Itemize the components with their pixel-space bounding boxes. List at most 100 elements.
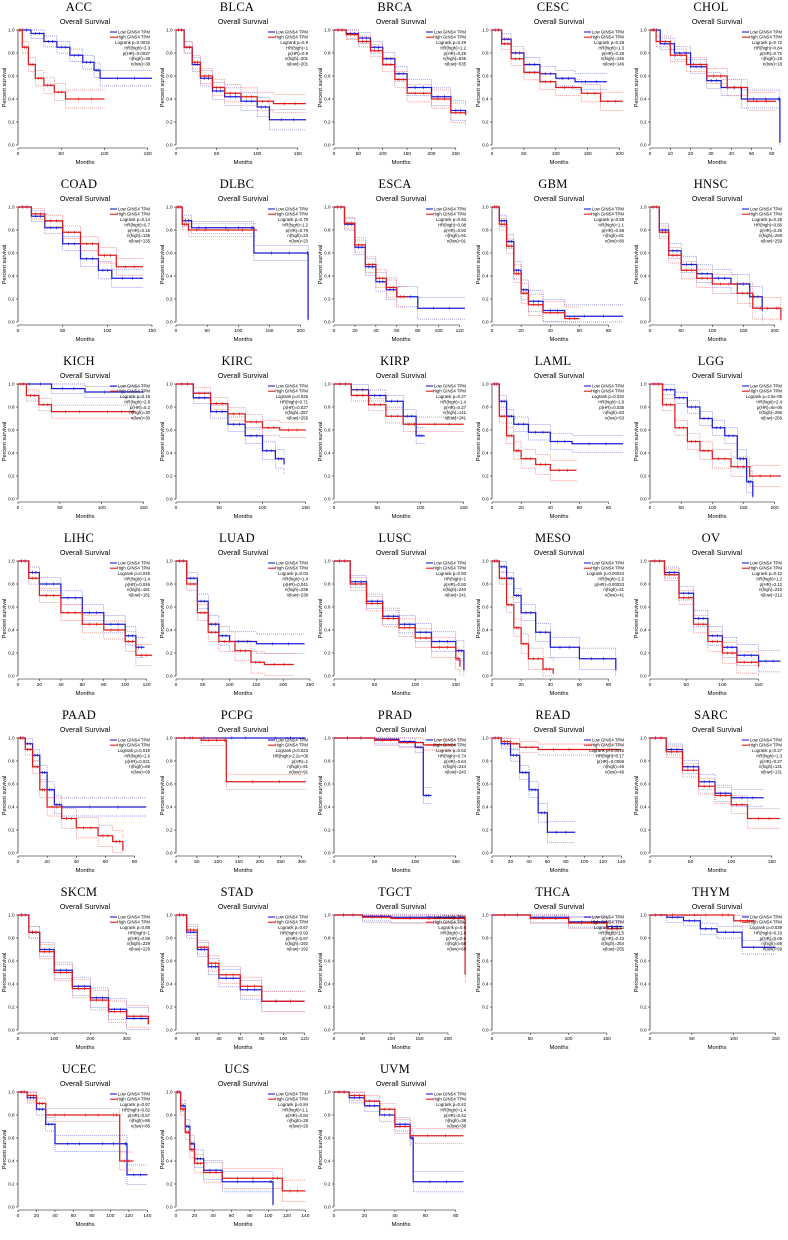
stat-line: n(low)=256 [287,416,309,421]
stat-line: Logrank p=0.14 [120,217,151,222]
y-tick-label: 1.0 [482,913,489,918]
x-axis-label: Months [75,514,94,520]
x-tick-label: 150 [768,859,776,865]
y-tick-label: 0.4 [482,451,489,456]
y-tick-label: 0.0 [166,851,173,856]
x-axis-label: Months [391,514,410,520]
km-plot: Overall Survival 0.0 0.2 0.4 0.6 0.8 1.0 Percen… [476,194,625,343]
y-tick-label: 0.6 [8,74,15,79]
x-axis-label: Months [391,691,410,697]
stat-line: n(low)=91 [289,770,309,775]
y-tick-label: 0.8 [640,759,647,764]
x-axis-label: Months [549,160,568,166]
cancer-type-title: LIHC [63,531,95,545]
low-survival-curve [334,383,425,437]
km-plot: Overall Survival 0.0 0.2 0.4 0.6 0.8 1.0 Percen… [2,902,151,1051]
x-tick-label: 120 [143,682,151,688]
plot-subtitle: Overall Survival [60,17,111,26]
stat-line: p(HR)=0.79 [286,228,309,233]
x-tick-label: 80 [132,859,138,865]
y-axis-label: Percent survival [160,776,166,816]
high-survival-curve [18,206,144,268]
km-plot: Overall Survival 0.0 0.2 0.4 0.6 0.8 1.0 Percen… [2,1079,152,1228]
x-tick-label: 60 [394,328,400,334]
y-tick-label: 0.8 [8,582,15,587]
cancer-type-title: LUSC [378,531,412,545]
x-tick-label: 150 [302,505,310,511]
x-tick-label: 150 [584,151,592,157]
x-tick-label: 200 [616,151,624,157]
stat-line: Logrank p=0.57 [120,1102,151,1107]
cancer-type-title: PAAD [61,708,97,722]
plot-subtitle: Overall Survival [376,17,427,26]
stat-line: n(high)=46 [603,764,624,769]
y-tick-label: 0.4 [482,805,489,810]
y-tick-label: 0.2 [640,1005,647,1010]
y-tick-label: 0.2 [640,651,647,656]
y-tick-label: 0.0 [324,1205,331,1210]
low-ci-lower [176,383,285,475]
stat-line: p(HR)=0.6 [446,936,467,941]
km-panel-gbm: GBM Overall Survival 0.0 0.2 0.4 0.6 0.8 1.0 Per… [474,177,632,354]
x-tick-label: 60 [71,1213,77,1219]
stat-line: HR(high)=0.93 [280,930,309,935]
y-tick-label: 0.0 [166,674,173,679]
stat-line: HR(high)=1.1 [282,1107,308,1112]
stat-line: n(high)=535 [443,56,467,61]
y-axis-label: Percent survival [634,599,640,639]
x-tick-label: 0 [333,328,336,334]
legend-low-label: Low GINS4 TPM [434,914,467,919]
x-tick-label: 50 [521,151,527,157]
x-tick-label: 200 [771,328,779,334]
stat-line: n(high)=38 [129,56,150,61]
y-tick-label: 0.2 [640,120,647,125]
x-axis-label: Months [391,337,410,343]
y-tick-label: 0.4 [324,97,331,102]
x-tick-label: 50 [688,859,694,865]
stat-line: n(high)=181 [127,587,151,592]
km-panel-ucs: UCS Overall Survival 0.0 0.2 0.4 0.6 0.8 1.0 Per… [158,1062,316,1239]
stat-line: Logrank p=0.42 [594,925,625,930]
km-panel-kirp: KIRP Overall Survival 0.0 0.2 0.4 0.6 0.8 1.0 Pe… [316,354,474,531]
y-tick-label: 1.0 [640,559,647,564]
x-tick-label: 0 [333,1213,336,1219]
stat-line: n(low)=28 [289,1124,309,1129]
stat-line: Logrank p=0.62 [436,748,467,753]
stat-line: HR(high)=0.19 [754,930,783,935]
x-tick-label: 0 [17,151,20,157]
plot-subtitle: Overall Survival [376,902,427,911]
y-tick-label: 0.0 [640,497,647,502]
x-tick-label: 0 [649,328,652,334]
y-tick-label: 0.4 [166,97,173,102]
legend-high-label: High GINS4 TPM [591,920,625,925]
y-axis-label: Percent survival [2,1130,8,1170]
stat-line: Logrank p=0.72 [752,40,783,45]
stat-line: n(low)=255 [603,947,625,952]
y-tick-label: 0.2 [482,828,489,833]
km-panel-dlbc: DLBC Overall Survival 0.0 0.2 0.4 0.6 0.8 1.0 Pe… [158,177,316,354]
y-axis-label: Percent survival [476,776,482,816]
low-ci-upper [492,383,624,436]
x-tick-label: 50 [749,151,755,157]
low-ci-upper [650,383,754,486]
x-tick-label: 150 [755,682,763,688]
high-survival-curve [334,737,456,746]
km-panel-stad: STAD Overall Survival 0.0 0.2 0.4 0.6 0.8 1.0 Pe… [158,885,316,1062]
y-tick-label: 0.4 [324,805,331,810]
low-ci-upper [492,737,576,823]
y-tick-label: 1.0 [166,382,173,387]
legend-low-label: Low GINS4 TPM [434,737,467,742]
low-ci-upper [492,29,607,75]
stat-line: n(high)=257 [285,410,309,415]
stat-line: Logrank p=0.045 [118,571,151,576]
y-tick-label: 0.0 [166,1028,173,1033]
high-survival-curve [650,737,780,820]
stat-line: n(high)=146 [601,56,625,61]
stat-line: HR(high)=1 [444,576,467,581]
stat-line: p(HR)=0.27 [760,759,783,764]
legend-low-label: Low GINS4 TPM [434,383,467,388]
stat-line: Logrank p=0.88 [120,925,151,930]
legend-low-label: Low GINS4 TPM [276,383,309,388]
x-tick-label: 120 [456,328,464,334]
y-tick-label: 0.2 [640,474,647,479]
